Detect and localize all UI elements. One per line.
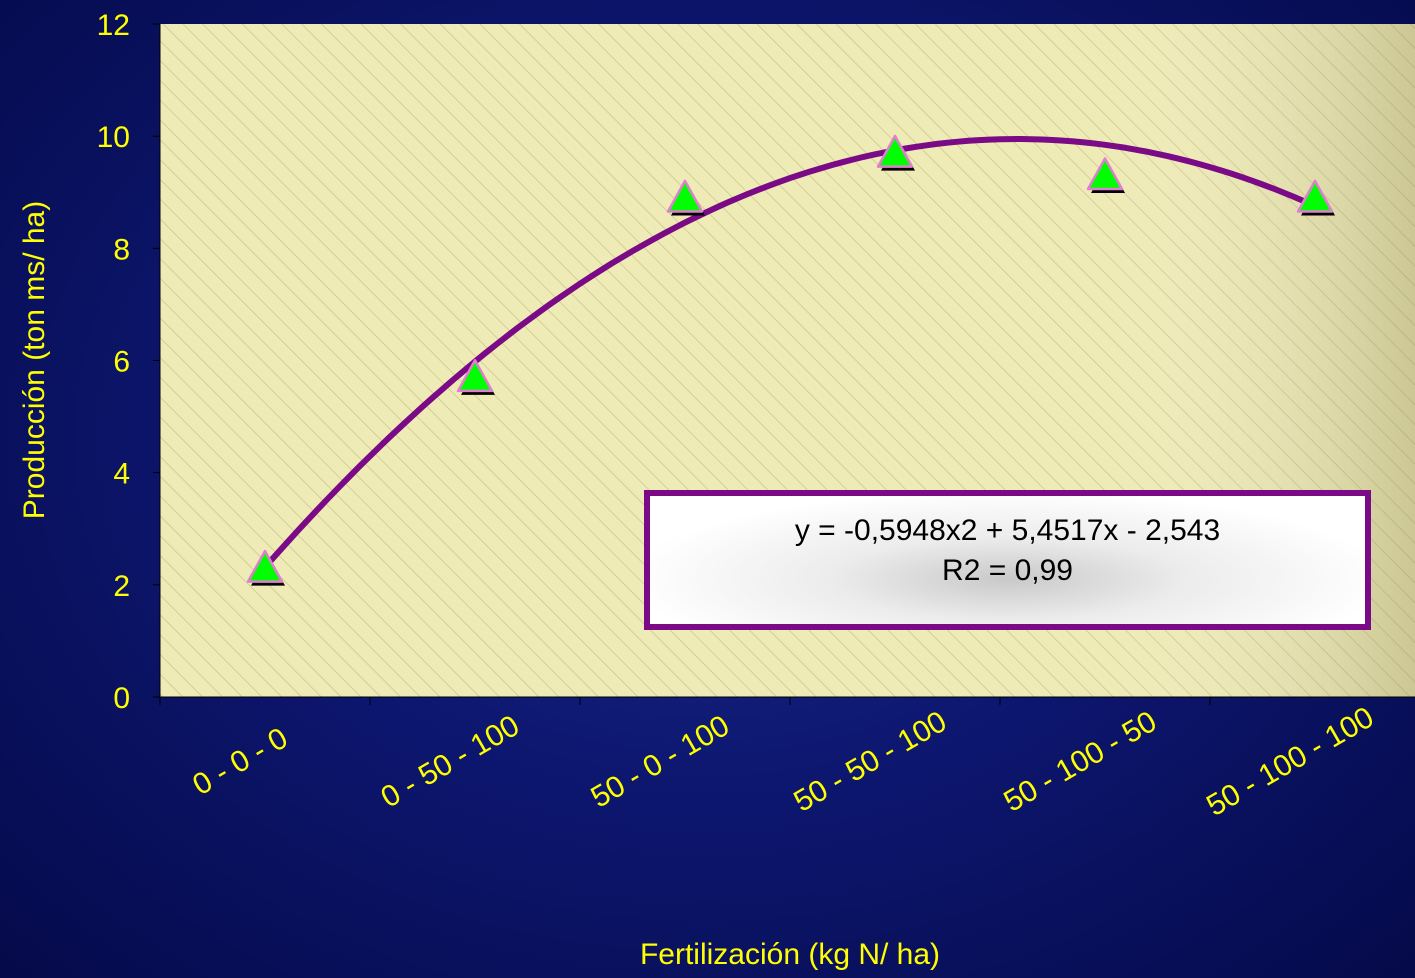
x-tick-label: 50 - 0 - 100 bbox=[586, 709, 735, 814]
trendline-equation: y = -0,5948x2 + 5,4517x - 2,543 bbox=[794, 514, 1221, 547]
trendline bbox=[262, 136, 1318, 571]
data-point bbox=[876, 134, 915, 171]
data-point-marker bbox=[876, 134, 914, 168]
x-tick-label: 0 - 50 - 100 bbox=[376, 709, 525, 814]
data-point-marker bbox=[456, 359, 494, 393]
y-tick-label: 2 bbox=[113, 570, 130, 603]
x-axis-title: Fertilización (kg N/ ha) bbox=[640, 938, 940, 971]
x-tick-label: 50 - 100 - 100 bbox=[1201, 701, 1379, 823]
x-tick-label: 50 - 50 - 100 bbox=[788, 705, 952, 819]
data-point bbox=[666, 179, 705, 216]
trendline-r2: R2 = 0,99 bbox=[942, 554, 1073, 587]
x-tick-label: 0 - 0 - 0 bbox=[187, 722, 293, 802]
data-point-marker bbox=[666, 179, 704, 213]
x-tick-label: 50 - 100 - 50 bbox=[998, 705, 1162, 819]
data-point-marker bbox=[246, 549, 284, 583]
y-tick-label: 10 bbox=[97, 121, 130, 154]
y-tick-label: 8 bbox=[113, 233, 130, 266]
data-point bbox=[1296, 179, 1335, 216]
y-axis-title: Producción (ton ms/ ha) bbox=[18, 201, 51, 519]
data-point-marker bbox=[1296, 179, 1334, 213]
data-point-marker bbox=[1086, 157, 1124, 191]
data-point bbox=[246, 549, 285, 586]
y-tick-label: 12 bbox=[97, 9, 130, 42]
y-tick-label: 0 bbox=[113, 682, 130, 715]
y-tick-label: 4 bbox=[113, 458, 130, 491]
trendline-equation-box: y = -0,5948x2 + 5,4517x - 2,543 R2 = 0,9… bbox=[644, 490, 1371, 630]
y-tick-label: 6 bbox=[113, 346, 130, 379]
data-point bbox=[1086, 157, 1125, 194]
data-point bbox=[456, 359, 495, 395]
